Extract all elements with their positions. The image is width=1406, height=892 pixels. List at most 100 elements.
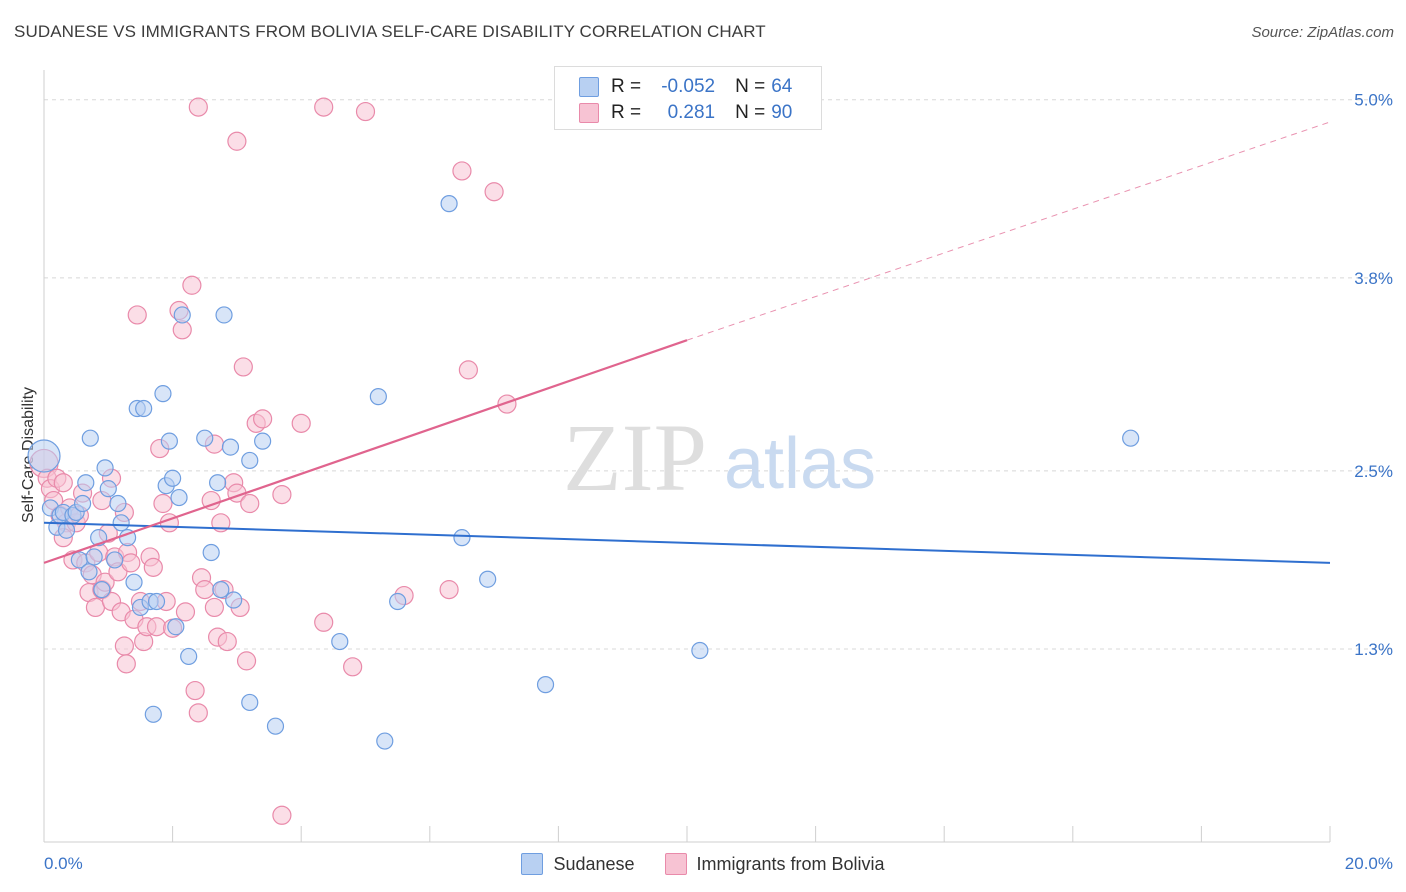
trend-lines [43, 121, 1331, 564]
sudanese-point [160, 432, 178, 450]
tick-labels: 1.3% 2.5% 3.8% 5.0% 0.0% 20.0% [44, 91, 1393, 873]
sudanese-point [440, 195, 458, 213]
sudanese-point [81, 429, 99, 447]
x-tick-label: 0.0% [44, 854, 83, 873]
bolivia-point [217, 631, 237, 652]
y-tick-label: 3.8% [1354, 269, 1393, 288]
r-value: 0.281 [667, 102, 716, 123]
sudanese-point [212, 581, 230, 599]
y-tick-label: 1.3% [1354, 640, 1393, 659]
sudanese-point [73, 494, 92, 513]
bolivia-point [143, 557, 163, 577]
sudanese-point [147, 592, 166, 611]
sudanese-point [96, 459, 114, 477]
sudanese-point [209, 474, 227, 492]
r-value: -0.052 [661, 76, 716, 97]
bolivia-point [343, 657, 363, 677]
bolivia-point [175, 602, 196, 622]
sudanese-point [221, 438, 240, 456]
bolivia-trend-line [43, 339, 688, 564]
sudanese-trend-line [43, 521, 1331, 564]
bolivia-point [355, 101, 376, 122]
bolivia-point [153, 493, 173, 514]
n-label: N = [735, 76, 766, 97]
sudanese-point [536, 676, 555, 694]
bolivia-point [116, 654, 136, 674]
bolivia-point [240, 493, 260, 514]
y-tick-label: 2.5% [1354, 462, 1393, 481]
series-sudanese-points [27, 195, 1140, 750]
sudanese-point [196, 429, 214, 447]
sudanese-point [1122, 429, 1140, 447]
bolivia-point [185, 680, 205, 701]
sudanese-point [109, 494, 127, 513]
source-label: Source: ZipAtlas.com [1251, 24, 1394, 41]
sudanese-point [389, 592, 407, 611]
bolivia-point [188, 703, 208, 723]
bolivia-point [182, 275, 202, 295]
sudanese-point [479, 570, 497, 588]
bolivia-point [127, 305, 147, 325]
sudanese-point [135, 399, 153, 418]
bolivia-point [227, 131, 247, 151]
bolivia-point [452, 161, 472, 181]
bolivia-point [204, 597, 224, 618]
bolivia-point [146, 617, 167, 637]
bolivia-swatch [579, 103, 599, 123]
sudanese-point [376, 732, 394, 750]
r-label: R = [611, 102, 642, 123]
sudanese-point [154, 385, 172, 403]
bolivia-point [201, 490, 221, 511]
n-label: N = [735, 102, 766, 123]
r-label: R = [611, 76, 642, 97]
sudanese-point [144, 705, 162, 723]
bolivia-point [314, 612, 334, 632]
bolivia-point [121, 553, 141, 573]
bolivia-point [114, 636, 134, 656]
n-value: 90 [771, 102, 793, 123]
sudanese-point [241, 693, 259, 712]
bolivia-point [484, 182, 504, 202]
sudanese-point [225, 591, 243, 609]
sudanese-legend-swatch [521, 853, 544, 875]
watermark-zip: ZIP [563, 404, 707, 511]
sudanese-point [215, 306, 233, 324]
stats-legend: R = -0.052 N = 64 R = 0.281 N = 90 [554, 66, 822, 130]
sudanese-point [173, 306, 191, 324]
watermark-atlas: atlas [724, 424, 876, 504]
legend-label-sudanese: Sudanese [553, 853, 635, 874]
sudanese-point [77, 474, 95, 492]
sudanese-point [241, 451, 259, 470]
bolivia-point [272, 805, 292, 825]
bolivia-point [439, 580, 459, 600]
series-legend: Sudanese Immigrants from Bolivia [0, 850, 1406, 878]
bolivia-point [195, 580, 215, 600]
sudanese-point [691, 641, 709, 660]
bolivia-point [253, 409, 273, 429]
grid-lines [44, 99, 1392, 650]
legend-item-bolivia: Immigrants from Bolivia [664, 853, 885, 875]
bolivia-trend-extension [686, 121, 1331, 341]
bolivia-point [188, 97, 208, 117]
sudanese-point [254, 432, 272, 450]
legend-label-bolivia: Immigrants from Bolivia [696, 853, 885, 874]
bolivia-point [291, 413, 311, 433]
bolivia-legend-swatch [664, 853, 687, 875]
bolivia-point [53, 473, 73, 493]
sudanese-point [27, 439, 61, 473]
sudanese-point [164, 469, 182, 487]
sudanese-point [369, 388, 387, 406]
sudanese-point [106, 551, 124, 569]
y-tick-label: 5.0% [1354, 91, 1393, 110]
sudanese-point [85, 548, 103, 566]
bolivia-point [272, 485, 292, 505]
bolivia-point [85, 597, 106, 618]
sudanese-point [80, 563, 98, 581]
sudanese-point [331, 632, 349, 651]
sudanese-point [170, 488, 188, 507]
x-tick-label: 20.0% [1345, 854, 1393, 873]
sudanese-point [202, 543, 220, 562]
sudanese-point [125, 573, 143, 591]
bolivia-point [233, 357, 253, 377]
